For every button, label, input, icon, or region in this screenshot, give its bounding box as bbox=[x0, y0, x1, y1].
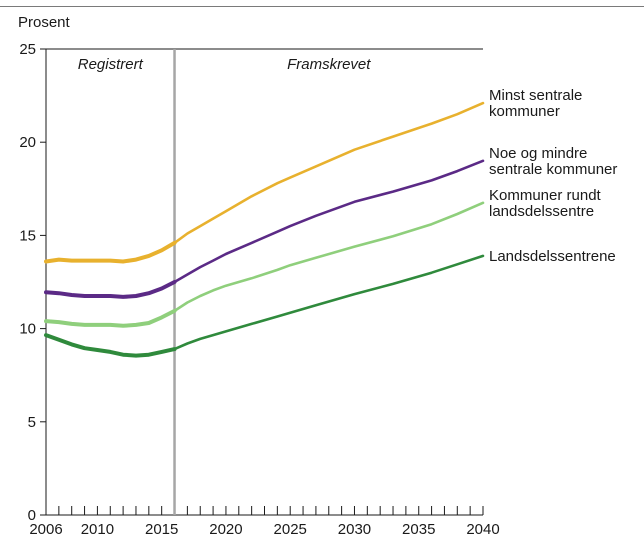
series-3-line-framskrevet bbox=[173, 201, 485, 313]
y-tick-label: 0 bbox=[28, 507, 36, 524]
series-4-label-line: Landsdelssentrene bbox=[489, 248, 616, 265]
period-label-registrert: Registrert bbox=[78, 56, 144, 73]
y-tick-label: 5 bbox=[28, 414, 36, 431]
series-3-label-line: Kommuner rundt bbox=[489, 187, 602, 204]
x-tick-label: 2020 bbox=[209, 521, 242, 538]
series-1-label: Minst sentrale kommuner bbox=[489, 87, 582, 120]
x-tick-label: 2006 bbox=[29, 521, 62, 538]
x-tick-label: 2040 bbox=[466, 521, 499, 538]
series-2-label-line: Noe og mindre bbox=[489, 145, 587, 162]
series-3-line-registrert bbox=[44, 308, 177, 328]
series-lines bbox=[44, 101, 485, 358]
y-axis-unit-label: Prosent bbox=[18, 14, 71, 31]
series-3-label: Kommuner rundt landsdelssentre bbox=[489, 187, 602, 220]
y-tick-label: 10 bbox=[19, 321, 36, 338]
period-divider: Registrert Framskrevet bbox=[78, 49, 371, 515]
y-tick-label: 25 bbox=[19, 41, 36, 58]
series-1-label-line: kommuner bbox=[489, 103, 560, 120]
series-3-label-line: landsdelssentre bbox=[489, 203, 594, 220]
series-2-label: Noe og mindre sentrale kommuner bbox=[489, 145, 617, 178]
x-tick-label: 2010 bbox=[81, 521, 114, 538]
period-label-framskrevet: Framskrevet bbox=[287, 56, 371, 73]
x-tick-label: 2025 bbox=[274, 521, 307, 538]
series-4-line-framskrevet bbox=[173, 254, 485, 351]
series-4-label: Landsdelssentrene bbox=[489, 248, 616, 265]
series-2-line-framskrevet bbox=[173, 159, 485, 284]
x-tick-label: 2015 bbox=[145, 521, 178, 538]
x-tick-label: 2035 bbox=[402, 521, 435, 538]
series-1-line-framskrevet bbox=[173, 101, 485, 245]
y-tick-label: 15 bbox=[19, 227, 36, 244]
series-labels: Minst sentrale kommuner Noe og mindre sentr… bbox=[489, 87, 617, 265]
y-tick-label: 20 bbox=[19, 134, 36, 151]
series-1-label-line: Minst sentrale bbox=[489, 87, 582, 104]
series-2-line-registrert bbox=[44, 280, 177, 299]
x-tick-label: 2030 bbox=[338, 521, 371, 538]
series-4-line-registrert bbox=[44, 333, 177, 358]
series-2-label-line: sentrale kommuner bbox=[489, 161, 617, 178]
series-1-line-registrert bbox=[44, 240, 177, 264]
